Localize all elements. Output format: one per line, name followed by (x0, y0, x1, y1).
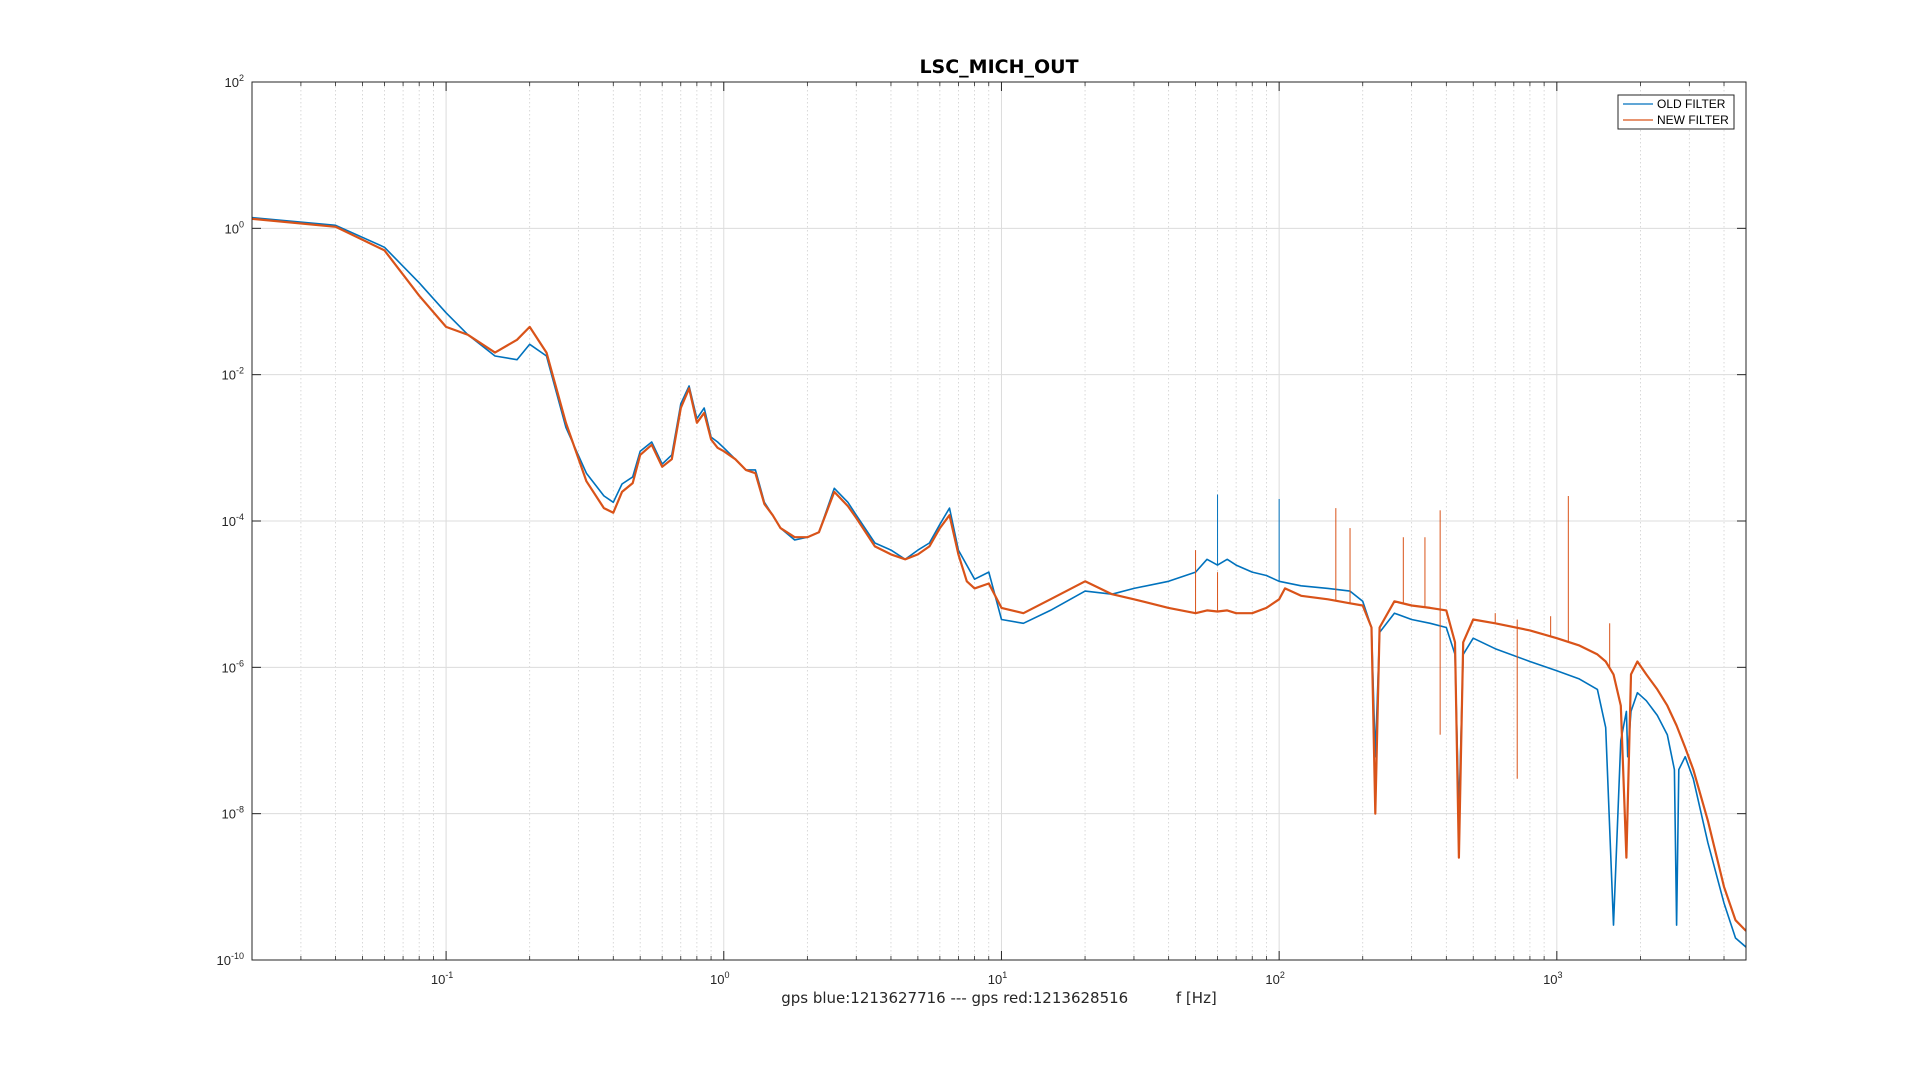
grid-layer (252, 82, 1746, 960)
x-tick-label: 10-1 (431, 970, 453, 987)
legend-label-new-filter: NEW FILTER (1657, 113, 1729, 127)
x-tick-label: 101 (988, 970, 1007, 987)
x-tick-label: 102 (1265, 970, 1284, 987)
legend[interactable]: OLD FILTER NEW FILTER (1617, 94, 1735, 130)
series-line-old-filter (252, 216, 1746, 948)
y-tick-label: 10-10 (217, 951, 244, 968)
y-tick-label: 10-8 (222, 805, 244, 822)
y-tick-label: 102 (225, 73, 244, 90)
legend-label-old-filter: OLD FILTER (1657, 97, 1726, 111)
x-tick-label: 100 (710, 970, 729, 987)
chart-title: LSC_MICH_OUT (919, 56, 1078, 78)
x-tick-label: 103 (1543, 970, 1562, 987)
x-axis-label: gps blue:1213627716 --- gps red:12136285… (781, 989, 1217, 1007)
y-tick-label: 100 (225, 219, 244, 236)
series-line-new-filter (252, 217, 1746, 932)
tick-layer (252, 81, 1746, 961)
y-tick-label: 10-4 (222, 512, 244, 529)
tick-label-layer: 10-1 100 101 102 103 102 100 10-2 10-4 10-6 10-8 10… (217, 73, 1563, 987)
series-layer (252, 216, 1746, 948)
y-tick-label: 10-6 (222, 658, 244, 675)
legend-box (1617, 94, 1735, 130)
y-tick-label: 10-2 (222, 366, 244, 383)
